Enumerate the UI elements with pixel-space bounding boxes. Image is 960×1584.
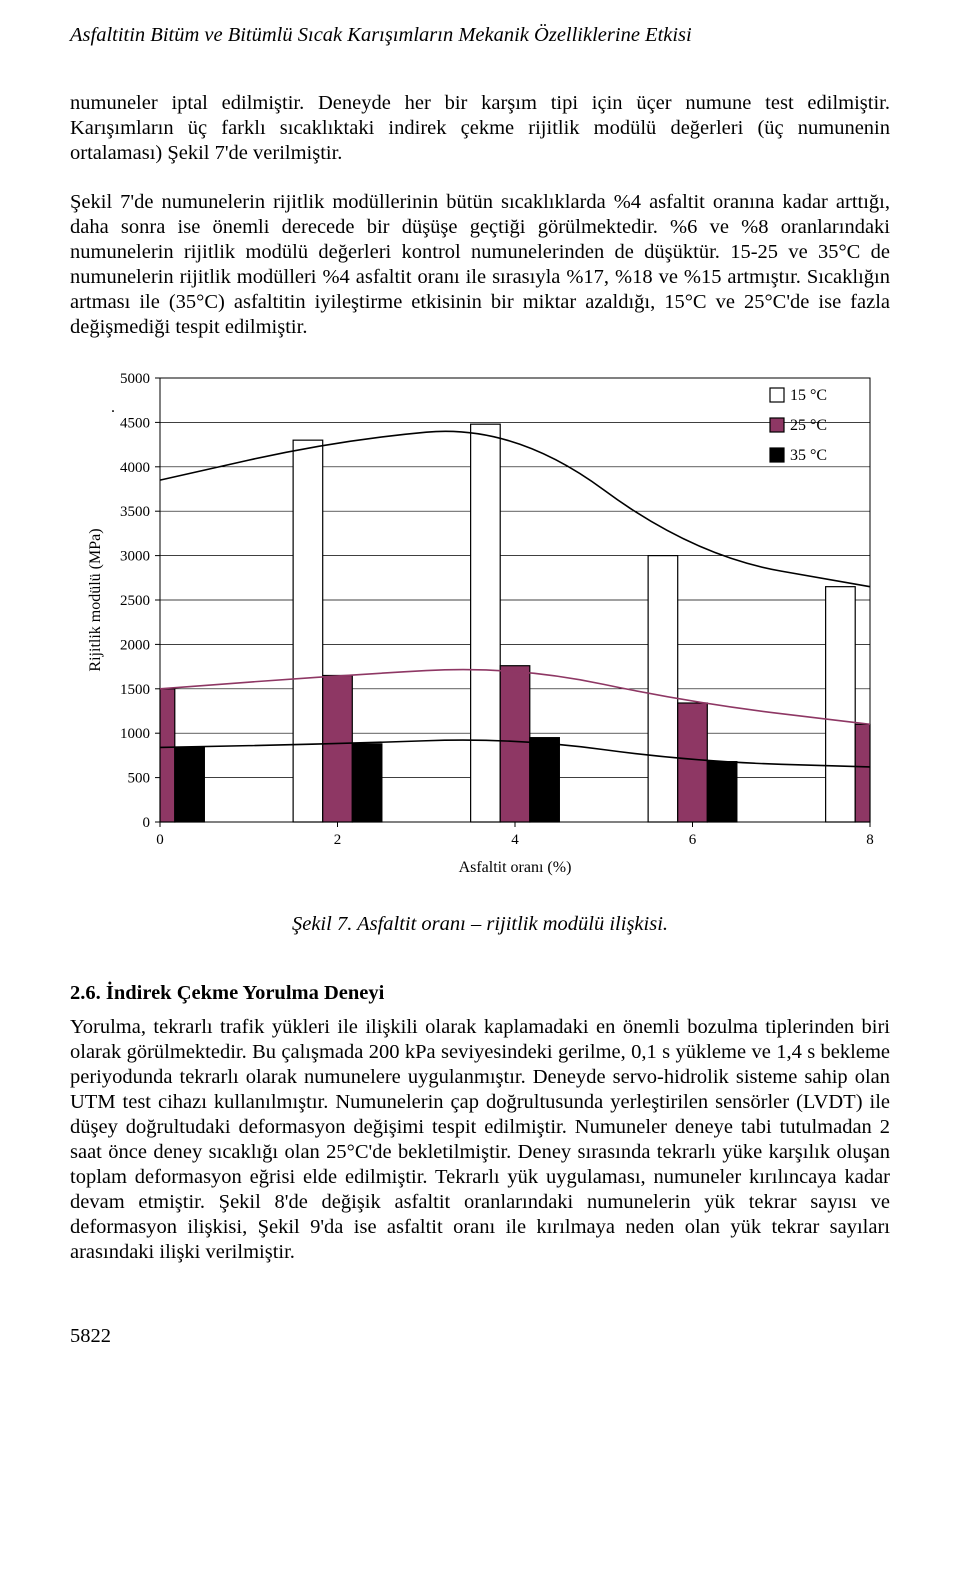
y-tick-label: 1000 bbox=[120, 726, 150, 742]
figure-7-chart: 0 500 1000 1500 2000 2500 3000 3500 4000 4500 5000… bbox=[70, 364, 890, 889]
y-tick-label: 4500 bbox=[120, 415, 150, 431]
y-axis-label: Rijitlik modülü (MPa) bbox=[87, 528, 104, 671]
bar bbox=[160, 689, 175, 822]
x-tick-label: 0 bbox=[156, 832, 164, 848]
x-tick-label: 6 bbox=[689, 832, 697, 848]
y-tick-label: 4000 bbox=[120, 460, 150, 476]
x-tick-label: 8 bbox=[866, 832, 874, 848]
bar bbox=[707, 762, 737, 822]
legend-label: 35 °C bbox=[790, 447, 827, 464]
section-heading-2-6: 2.6. İndirek Çekme Yorulma Deneyi bbox=[70, 982, 890, 1005]
bar bbox=[471, 424, 501, 822]
bar bbox=[293, 440, 323, 822]
legend-label: 25 °C bbox=[790, 417, 827, 434]
bar bbox=[175, 747, 205, 822]
y-axis-dot: . bbox=[111, 399, 115, 416]
legend-swatch bbox=[770, 388, 784, 402]
y-tick-label: 0 bbox=[143, 815, 151, 831]
bar bbox=[323, 675, 353, 822]
legend-label: 15 °C bbox=[790, 387, 827, 404]
page-number: 5822 bbox=[70, 1325, 890, 1348]
bar bbox=[500, 666, 530, 822]
x-axis-label: Asfaltit oranı (%) bbox=[459, 859, 572, 876]
legend-swatch bbox=[770, 448, 784, 462]
page-header-title: Asfaltitin Bitüm ve Bitümlü Sıcak Karışı… bbox=[70, 24, 890, 47]
x-tick-label: 4 bbox=[511, 832, 519, 848]
bar bbox=[826, 587, 856, 822]
x-tick-label: 2 bbox=[334, 832, 342, 848]
bar bbox=[855, 724, 870, 822]
bar bbox=[530, 738, 560, 822]
y-tick-label: 3000 bbox=[120, 549, 150, 565]
y-tick-label: 5000 bbox=[120, 371, 150, 387]
y-tick-label: 2500 bbox=[120, 593, 150, 609]
paragraph-1: numuneler iptal edilmiştir. Deneyde her … bbox=[70, 91, 890, 166]
paragraph-3: Yorulma, tekrarlı trafik yükleri ile ili… bbox=[70, 1015, 890, 1265]
paragraph-2: Şekil 7'de numunelerin rijitlik modüller… bbox=[70, 190, 890, 340]
y-tick-label: 500 bbox=[128, 771, 151, 787]
figure-7-caption: Şekil 7. Asfaltit oranı – rijitlik modül… bbox=[70, 913, 890, 936]
bar bbox=[678, 703, 708, 822]
bar bbox=[352, 744, 382, 822]
legend-swatch bbox=[770, 418, 784, 432]
y-tick-label: 1500 bbox=[120, 682, 150, 698]
y-tick-label: 2000 bbox=[120, 637, 150, 653]
y-tick-label: 3500 bbox=[120, 504, 150, 520]
bar bbox=[648, 556, 678, 822]
